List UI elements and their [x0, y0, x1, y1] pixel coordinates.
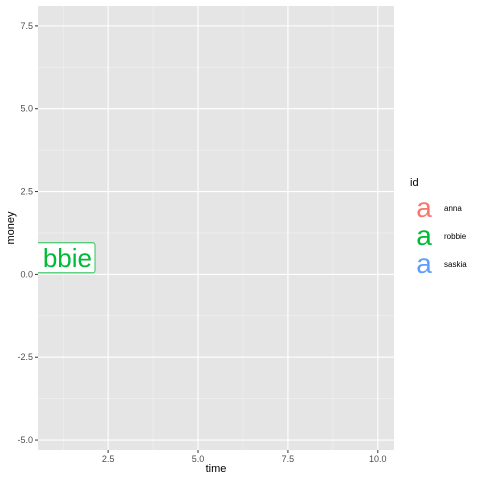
x-tick-label: 7.5	[282, 454, 295, 464]
point-label-box	[38, 242, 96, 274]
y-axis: 7.5 5.0 2.5 0.0 -2.5 -5.0	[17, 21, 38, 445]
x-axis-title: time	[206, 463, 227, 475]
legend-label: anna	[444, 204, 462, 213]
legend-label: saskia	[444, 260, 467, 269]
y-tick-label: 5.0	[20, 104, 33, 114]
y-tick-label: 0.0	[20, 269, 33, 279]
legend-items: a anna a robbie a saskia	[416, 192, 467, 279]
legend-item-saskia: a saskia	[416, 248, 467, 279]
x-tick-label: 5.0	[192, 454, 205, 464]
legend-item-robbie: a robbie	[416, 220, 467, 251]
point-label-robbie: bbie	[38, 242, 96, 274]
x-axis: 2.5 5.0 7.5 10.0	[102, 450, 387, 464]
point-label-text: bbie	[43, 243, 92, 273]
minor-gridlines	[38, 6, 394, 450]
legend: id a anna a robbie a saskia	[410, 177, 467, 279]
y-tick-label: 2.5	[20, 187, 33, 197]
legend-title: id	[410, 177, 419, 189]
legend-key-glyph: a	[416, 192, 432, 223]
y-tick-label: 7.5	[20, 21, 33, 31]
point-labels: bbie	[38, 242, 96, 274]
major-gridlines	[38, 6, 394, 450]
y-axis-title: money	[5, 211, 17, 245]
plot-panel	[38, 6, 394, 450]
legend-key-glyph: a	[416, 220, 432, 251]
legend-key-glyph: a	[416, 248, 432, 279]
x-tick-label: 10.0	[369, 454, 387, 464]
x-tick-label: 2.5	[102, 454, 115, 464]
y-tick-label: -2.5	[17, 352, 33, 362]
legend-item-anna: a anna	[416, 192, 462, 223]
legend-label: robbie	[444, 232, 467, 241]
y-tick-label: -5.0	[17, 435, 33, 445]
